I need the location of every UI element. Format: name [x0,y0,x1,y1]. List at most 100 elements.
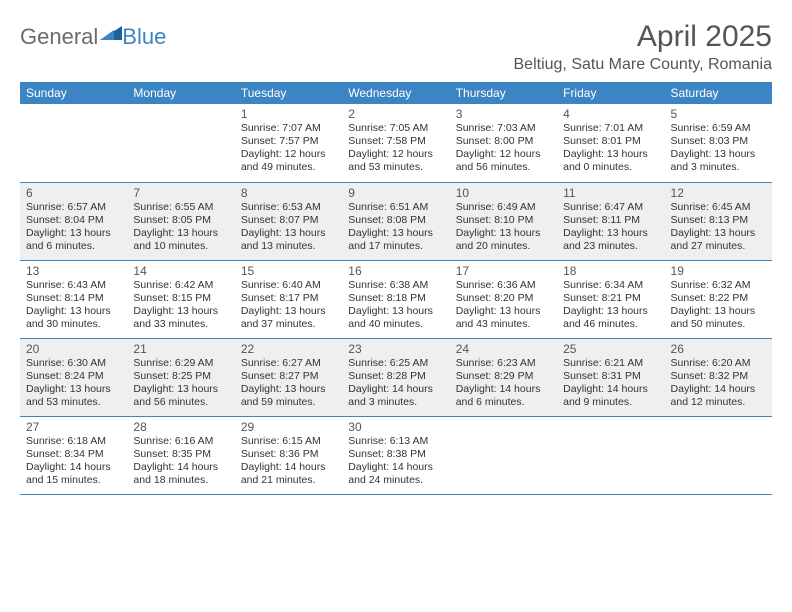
day-info-line: Daylight: 13 hours [241,227,336,240]
day-info-line: Sunset: 8:05 PM [133,214,228,227]
day-info-line: Sunrise: 6:13 AM [348,435,443,448]
day-info-line: Sunset: 8:13 PM [671,214,766,227]
day-number: 5 [671,107,766,121]
day-info-line: Sunrise: 6:49 AM [456,201,551,214]
day-number: 7 [133,186,228,200]
weekday-header: Thursday [450,82,557,104]
calendar-day-cell: 17Sunrise: 6:36 AMSunset: 8:20 PMDayligh… [450,260,557,338]
day-info-line: and 0 minutes. [563,161,658,174]
day-number: 1 [241,107,336,121]
day-number: 19 [671,264,766,278]
calendar-day-cell: 3Sunrise: 7:03 AMSunset: 8:00 PMDaylight… [450,104,557,182]
calendar-day-cell: 19Sunrise: 6:32 AMSunset: 8:22 PMDayligh… [665,260,772,338]
day-info-line: Sunrise: 6:40 AM [241,279,336,292]
day-number: 27 [26,420,121,434]
day-info-line: Sunset: 8:27 PM [241,370,336,383]
month-title: April 2025 [514,20,773,54]
day-info-line: and 24 minutes. [348,474,443,487]
day-info-line: Sunset: 8:21 PM [563,292,658,305]
calendar-day-cell: 26Sunrise: 6:20 AMSunset: 8:32 PMDayligh… [665,338,772,416]
logo-text-general: General [20,24,98,50]
day-info-line: and 12 minutes. [671,396,766,409]
day-info-line: Sunrise: 6:43 AM [26,279,121,292]
day-info-line: Daylight: 13 hours [241,383,336,396]
day-info-line: Sunrise: 6:32 AM [671,279,766,292]
calendar-week-row: 27Sunrise: 6:18 AMSunset: 8:34 PMDayligh… [20,416,772,494]
calendar-day-cell: 8Sunrise: 6:53 AMSunset: 8:07 PMDaylight… [235,182,342,260]
day-info-line: Daylight: 12 hours [456,148,551,161]
day-info-line: and 59 minutes. [241,396,336,409]
calendar-week-row: 13Sunrise: 6:43 AMSunset: 8:14 PMDayligh… [20,260,772,338]
day-info-line: Sunset: 8:15 PM [133,292,228,305]
day-number: 25 [563,342,658,356]
day-info-line: and 3 minutes. [671,161,766,174]
day-info-line: and 3 minutes. [348,396,443,409]
day-info-line: and 15 minutes. [26,474,121,487]
title-block: April 2025 Beltiug, Satu Mare County, Ro… [514,20,773,74]
day-info-line: and 53 minutes. [26,396,121,409]
day-info-line: and 56 minutes. [133,396,228,409]
header: General Blue April 2025 Beltiug, Satu Ma… [20,20,772,74]
day-info-line: Daylight: 13 hours [241,305,336,318]
day-number: 28 [133,420,228,434]
calendar-empty-cell [665,416,772,494]
day-info-line: Sunset: 8:25 PM [133,370,228,383]
day-info-line: Sunrise: 6:21 AM [563,357,658,370]
day-info-line: Sunrise: 7:03 AM [456,122,551,135]
day-number: 22 [241,342,336,356]
day-number: 11 [563,186,658,200]
day-info-line: Sunrise: 6:18 AM [26,435,121,448]
calendar-day-cell: 6Sunrise: 6:57 AMSunset: 8:04 PMDaylight… [20,182,127,260]
weekday-header: Saturday [665,82,772,104]
day-info-line: Sunrise: 6:47 AM [563,201,658,214]
day-info-line: Sunrise: 6:34 AM [563,279,658,292]
day-info-line: Sunset: 8:28 PM [348,370,443,383]
day-info-line: Sunrise: 6:30 AM [26,357,121,370]
day-number: 12 [671,186,766,200]
calendar-empty-cell [450,416,557,494]
day-info-line: Daylight: 14 hours [133,461,228,474]
day-info-line: Sunrise: 6:27 AM [241,357,336,370]
day-info-line: and 13 minutes. [241,240,336,253]
calendar-day-cell: 15Sunrise: 6:40 AMSunset: 8:17 PMDayligh… [235,260,342,338]
day-info-line: and 49 minutes. [241,161,336,174]
calendar-day-cell: 10Sunrise: 6:49 AMSunset: 8:10 PMDayligh… [450,182,557,260]
day-info-line: Sunset: 8:08 PM [348,214,443,227]
day-info-line: Daylight: 14 hours [348,383,443,396]
day-info-line: and 30 minutes. [26,318,121,331]
day-number: 6 [26,186,121,200]
day-info-line: Daylight: 12 hours [241,148,336,161]
day-info-line: Sunrise: 6:23 AM [456,357,551,370]
calendar-day-cell: 11Sunrise: 6:47 AMSunset: 8:11 PMDayligh… [557,182,664,260]
day-info-line: Daylight: 13 hours [456,305,551,318]
day-info-line: Sunrise: 6:53 AM [241,201,336,214]
calendar-day-cell: 14Sunrise: 6:42 AMSunset: 8:15 PMDayligh… [127,260,234,338]
day-info-line: Daylight: 13 hours [456,227,551,240]
logo-triangle-icon [100,20,122,46]
day-info-line: Sunset: 8:29 PM [456,370,551,383]
day-info-line: and 9 minutes. [563,396,658,409]
day-info-line: Sunset: 8:38 PM [348,448,443,461]
weekday-header: Sunday [20,82,127,104]
weekday-header: Monday [127,82,234,104]
day-number: 3 [456,107,551,121]
day-info-line: Sunset: 8:24 PM [26,370,121,383]
day-info-line: Daylight: 13 hours [26,383,121,396]
calendar-day-cell: 4Sunrise: 7:01 AMSunset: 8:01 PMDaylight… [557,104,664,182]
calendar-day-cell: 30Sunrise: 6:13 AMSunset: 8:38 PMDayligh… [342,416,449,494]
day-info-line: and 56 minutes. [456,161,551,174]
day-number: 14 [133,264,228,278]
day-info-line: Sunset: 8:01 PM [563,135,658,148]
day-number: 9 [348,186,443,200]
calendar-day-cell: 9Sunrise: 6:51 AMSunset: 8:08 PMDaylight… [342,182,449,260]
calendar-day-cell: 21Sunrise: 6:29 AMSunset: 8:25 PMDayligh… [127,338,234,416]
calendar-day-cell: 25Sunrise: 6:21 AMSunset: 8:31 PMDayligh… [557,338,664,416]
day-number: 16 [348,264,443,278]
day-info-line: Sunrise: 7:01 AM [563,122,658,135]
day-info-line: Daylight: 13 hours [671,148,766,161]
day-number: 21 [133,342,228,356]
day-info-line: and 6 minutes. [26,240,121,253]
day-info-line: Sunrise: 7:07 AM [241,122,336,135]
day-info-line: Sunset: 8:17 PM [241,292,336,305]
day-info-line: Sunset: 8:10 PM [456,214,551,227]
